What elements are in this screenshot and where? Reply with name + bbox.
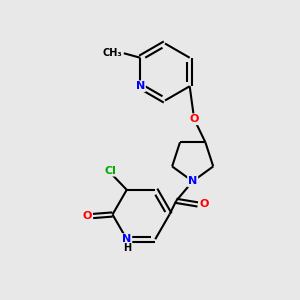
Text: N: N xyxy=(122,234,131,244)
Text: Cl: Cl xyxy=(104,166,116,176)
Text: N: N xyxy=(136,81,145,91)
Text: O: O xyxy=(190,114,199,124)
Text: CH₃: CH₃ xyxy=(103,48,122,58)
Text: H: H xyxy=(123,243,131,253)
Text: N: N xyxy=(188,176,197,186)
Text: O: O xyxy=(82,211,92,221)
Text: O: O xyxy=(199,200,208,209)
